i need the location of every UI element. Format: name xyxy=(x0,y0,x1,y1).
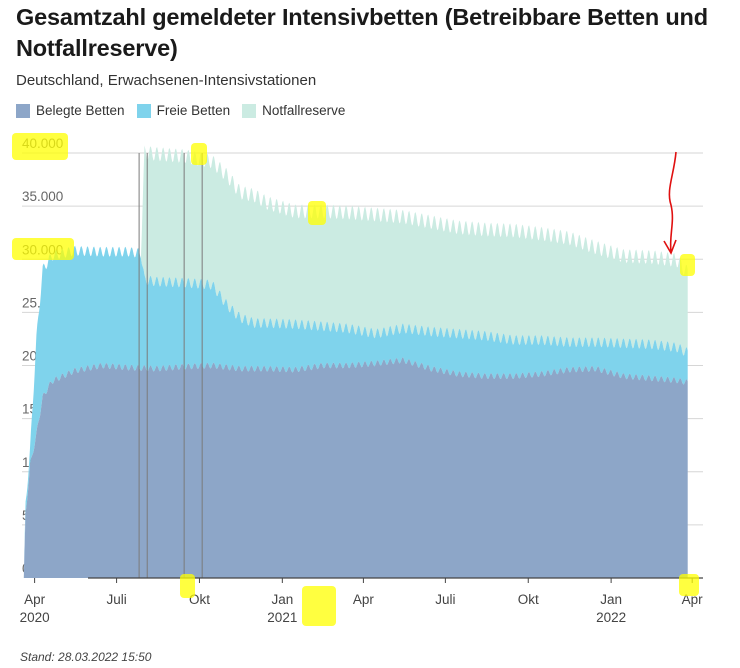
x-tick-0: Apr 2020 xyxy=(20,578,50,625)
y-tick-8: 40.000 xyxy=(22,136,703,154)
legend-label-notfall: Notfallreserve xyxy=(262,103,346,118)
area-notfallreserve xyxy=(23,145,688,578)
x-tick-3: Jan 2021 xyxy=(267,578,297,625)
chart-title: Gesamtzahl gemeldeter Intensivbetten (Be… xyxy=(16,4,708,61)
x-tick-label: Jan xyxy=(271,592,293,607)
x-tick-6: Okt xyxy=(518,578,539,607)
area-belegte-betten xyxy=(23,357,688,578)
legend-swatch-freie xyxy=(136,103,151,118)
footer-timestamp: Stand: 28.03.2022 15:50 xyxy=(20,650,152,664)
area-freie-betten xyxy=(23,245,688,579)
legend-item-freie: Freie Betten xyxy=(136,103,231,118)
x-tick-label: Juli xyxy=(106,592,126,607)
highlight-jan-drop xyxy=(308,201,326,225)
highlight-40000-label xyxy=(12,133,68,160)
legend-item-notfall: Notfallreserve xyxy=(242,103,345,118)
red-arrow-head xyxy=(663,239,677,255)
chart-subtitle: Deutschland, Erwachsenen-Intensivstation… xyxy=(16,72,317,89)
x-tick-7: Jan 2022 xyxy=(596,578,626,625)
x-tick-label: Jan xyxy=(600,592,622,607)
x-tick-sublabel: 2021 xyxy=(267,610,297,625)
x-tick-1: Juli xyxy=(106,578,127,607)
x-tick-label: Okt xyxy=(518,592,539,607)
legend-label-belegte: Belegte Betten xyxy=(36,103,125,118)
x-tick-label: Apr xyxy=(353,592,375,607)
x-tick-sublabel: 2022 xyxy=(596,610,626,625)
highlight-30000-label xyxy=(12,238,74,260)
legend-swatch-notfall xyxy=(242,103,257,118)
x-tick-label: Apr xyxy=(24,592,46,607)
highlight-jan-2021-axis xyxy=(302,586,336,626)
y-tick-label: 35.000 xyxy=(22,189,63,204)
x-tick-sublabel: 2020 xyxy=(20,610,50,625)
legend-label-freie: Freie Betten xyxy=(156,103,231,118)
highlight-end-value xyxy=(680,254,695,276)
highlight-juli-axis xyxy=(180,574,195,598)
x-tick-label: Juli xyxy=(435,592,455,607)
x-tick-4: Apr xyxy=(353,578,375,607)
chart-legend: Belegte Betten Freie Betten Notfallreser… xyxy=(16,103,345,118)
legend-swatch-belegte xyxy=(16,103,30,118)
highlight-notfall-start xyxy=(191,143,207,165)
red-arrow-shaft xyxy=(668,151,677,253)
x-tick-5: Juli xyxy=(435,578,456,607)
highlight-end-axis xyxy=(679,574,699,596)
legend-item-belegte: Belegte Betten xyxy=(16,103,125,118)
y-tick-7: 35.000 xyxy=(22,189,703,207)
